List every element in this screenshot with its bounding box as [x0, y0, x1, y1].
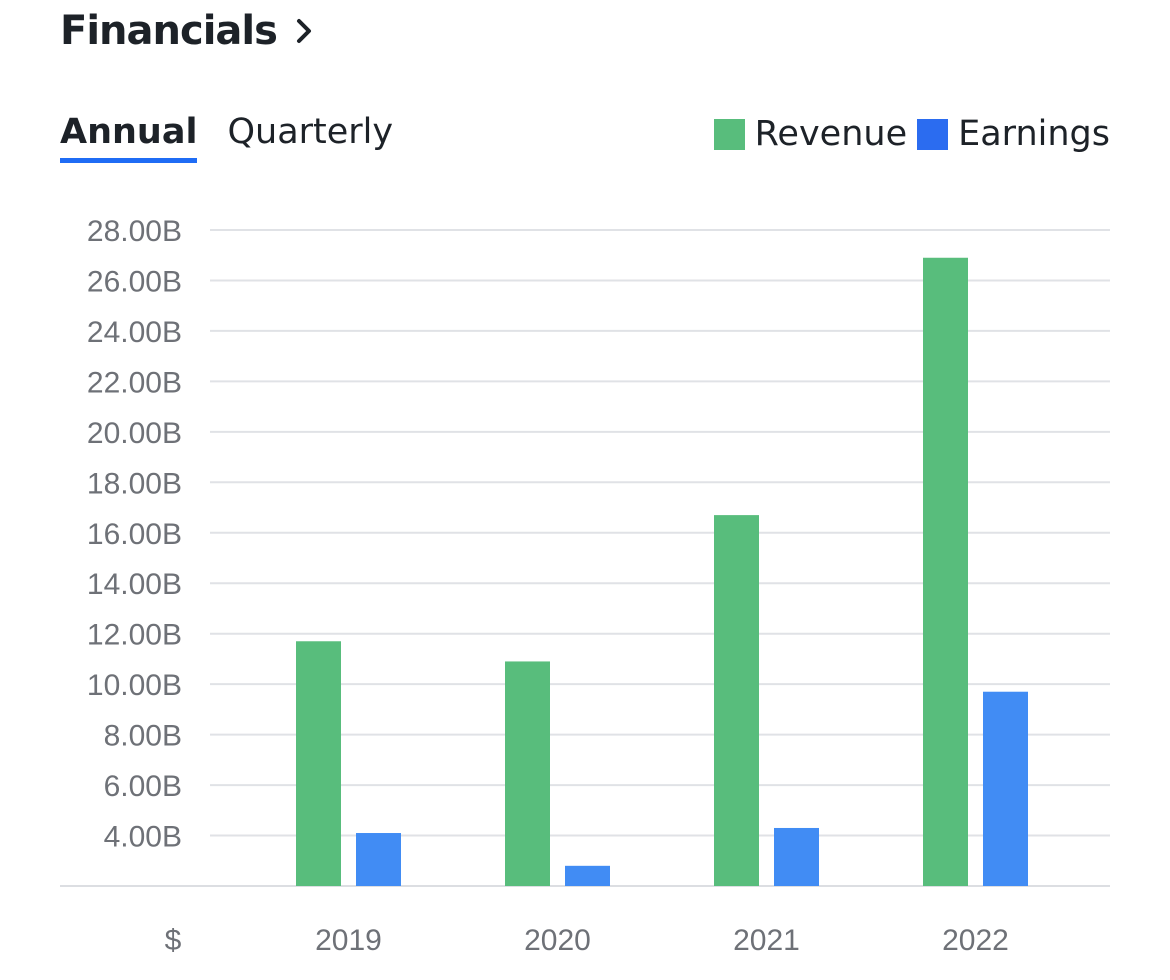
x-tick-label: 2022 [942, 924, 1009, 957]
y-tick-label: 6.00B [104, 770, 182, 803]
y-tick-label: 28.00B [87, 215, 182, 248]
bar-revenue-2020 [505, 661, 550, 886]
y-tick-label: 26.00B [87, 265, 182, 298]
section-title: Financials [60, 8, 278, 54]
bar-earnings-2019 [356, 833, 401, 886]
y-tick-label: 4.00B [104, 821, 182, 854]
bar-revenue-2019 [296, 641, 341, 886]
x-tick-label: 2021 [733, 924, 800, 957]
bar-revenue-2022 [923, 257, 968, 886]
bar-revenue-2021 [714, 515, 759, 886]
y-tick-label: 22.00B [87, 366, 182, 399]
bar-earnings-2021 [774, 827, 819, 886]
legend-item-revenue[interactable]: Revenue [713, 114, 908, 154]
bar-earnings-2022 [983, 691, 1028, 886]
legend-label-revenue: Revenue [754, 114, 908, 154]
tab-quarterly[interactable]: Quarterly [227, 112, 394, 152]
legend-swatch-earnings [917, 118, 949, 150]
financials-header-link[interactable]: Financials [60, 8, 313, 54]
y-tick-label: 12.00B [87, 619, 182, 652]
x-tick-label: 2019 [315, 924, 382, 957]
y-tick-label: 24.00B [87, 316, 182, 349]
legend-item-earnings[interactable]: Earnings [917, 114, 1110, 154]
y-tick-label: 8.00B [104, 720, 182, 753]
bar-earnings-2020 [565, 865, 610, 886]
legend-swatch-revenue [713, 118, 745, 150]
legend-label-earnings: Earnings [958, 114, 1110, 154]
y-tick-label: 14.00B [87, 568, 182, 601]
chart-legend: Revenue Earnings [704, 114, 1110, 154]
currency-label: $ [165, 924, 182, 957]
period-tabs: Annual Quarterly [60, 112, 423, 163]
tab-annual[interactable]: Annual [60, 112, 198, 163]
y-tick-label: 18.00B [87, 467, 182, 500]
x-tick-label: 2020 [524, 924, 591, 957]
y-tick-label: 10.00B [87, 669, 182, 702]
y-tick-label: 16.00B [87, 518, 182, 551]
y-tick-label: 20.00B [87, 417, 182, 450]
chevron-right-icon [295, 17, 313, 50]
